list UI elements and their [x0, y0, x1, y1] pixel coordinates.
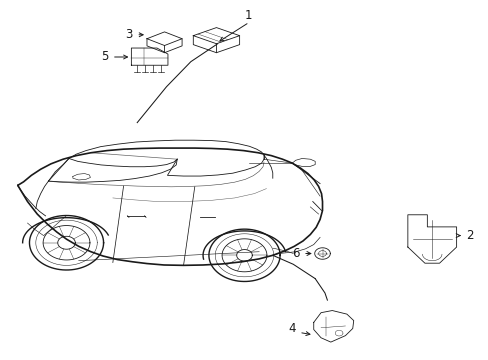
Text: 4: 4 — [287, 322, 295, 335]
Text: 3: 3 — [125, 28, 132, 41]
Text: 6: 6 — [291, 247, 299, 260]
Text: 2: 2 — [465, 229, 472, 242]
Text: 1: 1 — [244, 9, 252, 22]
Text: 5: 5 — [101, 50, 108, 63]
